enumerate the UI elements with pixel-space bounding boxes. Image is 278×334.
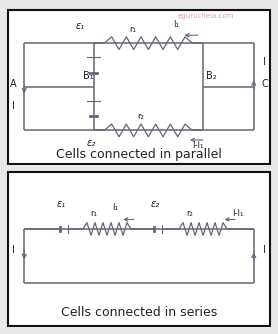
Text: A: A	[10, 78, 17, 89]
Text: I₁: I₁	[173, 20, 179, 29]
Text: ε₂: ε₂	[150, 199, 160, 209]
Text: I: I	[263, 56, 266, 66]
Text: eguruchela.com: eguruchela.com	[177, 13, 234, 19]
Text: B₁: B₁	[83, 71, 94, 81]
Text: C: C	[261, 78, 268, 89]
Text: ε₁: ε₁	[57, 199, 66, 209]
Text: ε₂: ε₂	[86, 138, 96, 148]
Text: I: I	[263, 245, 266, 255]
Text: r₂: r₂	[137, 112, 144, 121]
Text: I: I	[12, 101, 15, 111]
Text: r₁: r₁	[90, 209, 97, 218]
Text: r₂: r₂	[186, 209, 193, 218]
Text: r₁: r₁	[129, 25, 136, 34]
Text: Cells connected in series: Cells connected in series	[61, 306, 217, 319]
Text: I: I	[12, 245, 15, 255]
Text: ε₁: ε₁	[76, 21, 85, 31]
Text: Cells connected in parallel: Cells connected in parallel	[56, 148, 222, 161]
Text: I₁: I₁	[112, 203, 118, 212]
Text: I-I₁: I-I₁	[232, 209, 244, 218]
Text: B₂: B₂	[206, 71, 216, 81]
Text: I-I₁: I-I₁	[192, 141, 203, 150]
